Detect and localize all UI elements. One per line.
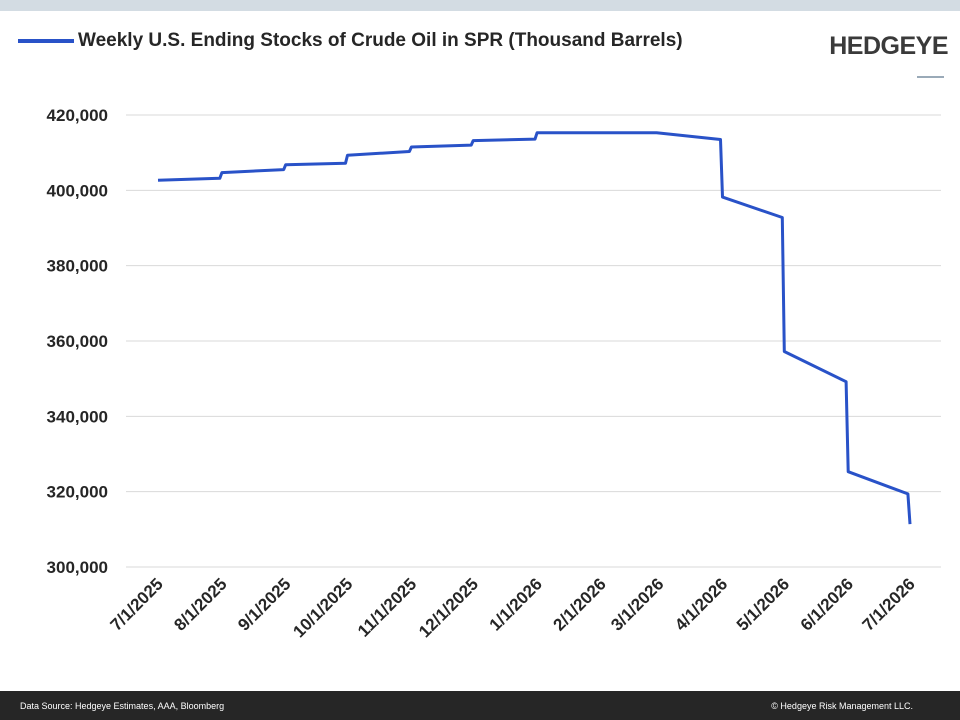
x-tick-label: 1/1/2026 xyxy=(486,574,546,634)
x-tick-label: 8/1/2025 xyxy=(170,574,230,634)
x-tick-label: 3/1/2026 xyxy=(607,574,667,634)
chart: 300,000 320,000 340,000 360,000 380,000 400,0… xyxy=(47,106,941,641)
legend: Weekly U.S. Ending Stocks of Crude Oil i… xyxy=(18,30,683,52)
x-tick-label: 4/1/2026 xyxy=(671,574,731,634)
footer: Data Source: Hedgeye Estimates, AAA, Blo… xyxy=(0,691,960,720)
x-tick-label: 9/1/2025 xyxy=(234,574,294,634)
legend-label: Weekly U.S. Ending Stocks of Crude Oil i… xyxy=(78,30,683,51)
x-tick-label: 7/1/2025 xyxy=(107,574,167,634)
y-tick-label: 380,000 xyxy=(47,257,108,276)
y-tick-label: 360,000 xyxy=(47,332,108,351)
top-band xyxy=(0,0,960,11)
x-tick-label: 2/1/2026 xyxy=(550,574,610,634)
x-tick-label: 7/1/2026 xyxy=(859,574,919,634)
x-tick-label: 12/1/2025 xyxy=(415,574,482,641)
y-tick-label: 420,000 xyxy=(47,106,108,125)
y-tick-label: 400,000 xyxy=(47,181,108,200)
y-tick-label: 300,000 xyxy=(47,558,108,577)
logo-rule xyxy=(917,76,944,78)
x-tick-label: 11/1/2025 xyxy=(354,574,420,640)
y-tick-label: 340,000 xyxy=(47,407,108,426)
x-tick-label: 6/1/2026 xyxy=(797,574,857,634)
hedgeye-logo: HEDGEYE xyxy=(829,32,948,60)
footer-copyright: © Hedgeye Risk Management LLC. xyxy=(771,701,913,711)
x-tick-label: 5/1/2026 xyxy=(733,574,793,634)
footer-source: Data Source: Hedgeye Estimates, AAA, Blo… xyxy=(20,701,225,711)
legend-swatch xyxy=(18,39,74,43)
x-tick-label: 10/1/2025 xyxy=(289,574,356,641)
series-line xyxy=(157,131,912,525)
y-tick-label: 320,000 xyxy=(47,483,108,502)
